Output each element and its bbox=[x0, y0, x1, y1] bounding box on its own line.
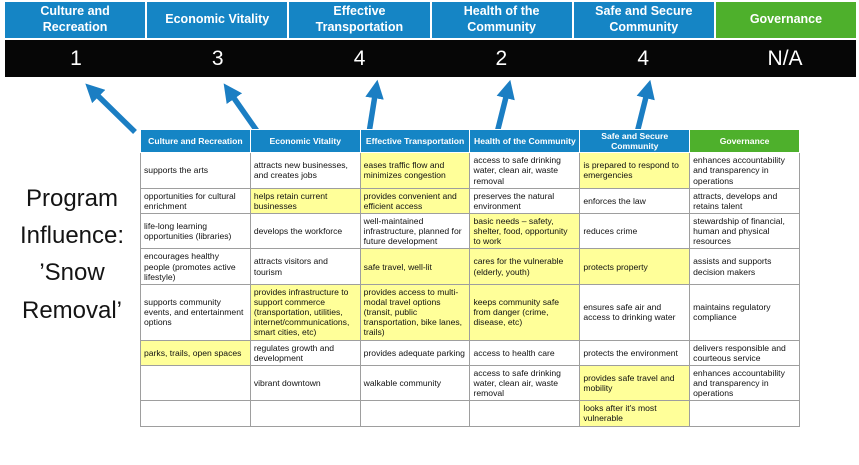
matrix-cell-r5-c3: provides access to multi-modal travel op… bbox=[359, 283, 471, 341]
matrix-cell-r5-c1: supports community events, and entertain… bbox=[140, 283, 251, 341]
score-value-1: 3 bbox=[211, 46, 224, 70]
summary-header-4: Safe and Secure Community bbox=[573, 2, 714, 38]
table-row: vibrant downtown walkable community access… bbox=[140, 364, 800, 402]
up-arrow-culture bbox=[85, 83, 137, 134]
score-value-5: N/A bbox=[767, 46, 803, 70]
score-value-3: 2 bbox=[495, 46, 508, 70]
matrix-cell-r1-c3: eases traffic flow and minimizes congest… bbox=[359, 152, 471, 189]
matrix-cell-r1-c4: access to safe drinking water, clean air… bbox=[469, 152, 581, 189]
matrix-cell-r5-c6: maintains regulatory compliance bbox=[689, 283, 800, 341]
matrix-cell-r4-c1: encourages healthy people (promotes acti… bbox=[140, 248, 251, 285]
table-row: opportunities for cultural enrichment hel… bbox=[140, 187, 800, 214]
matrix-cell-r2-c3: provides convenient and efficient access bbox=[359, 187, 471, 214]
matrix-cell-r7-c3: walkable community bbox=[359, 364, 471, 402]
summary-header-2: Effective Transportation bbox=[289, 2, 430, 38]
matrix-cell-r1-c6: enhances accountability and transparency… bbox=[689, 152, 800, 189]
table-row: looks after it's most vulnerable bbox=[140, 400, 800, 427]
matrix-cell-r8-c3 bbox=[359, 400, 471, 427]
arrows-layer bbox=[85, 79, 655, 134]
matrix-cell-r7-c4: access to safe drinking water, clean air… bbox=[469, 364, 581, 402]
matrix-column-header-2: Effective Transportation bbox=[359, 128, 471, 154]
matrix-cell-r6-c5: protects the environment bbox=[579, 339, 691, 366]
matrix-cell-r7-c1 bbox=[140, 364, 251, 402]
matrix-cell-r1-c5: is prepared to respond to emergencies bbox=[579, 152, 691, 189]
table-row: life-long learning opportunities (librar… bbox=[140, 212, 800, 250]
program-influence-label: Program Influence: ’Snow Removal’ bbox=[19, 185, 125, 324]
influence-table: Culture and Recreation Economic Vitality E… bbox=[140, 128, 800, 427]
matrix-cell-r3-c5: reduces crime bbox=[579, 212, 691, 250]
matrix-cell-r3-c1: life-long learning opportunities (librar… bbox=[140, 212, 251, 250]
matrix-cell-r5-c5: ensures safe air and access to drinking … bbox=[579, 283, 691, 341]
matrix-cell-r6-c3: provides adequate parking bbox=[359, 339, 471, 366]
matrix-column-header-4: Safe and Secure Community bbox=[579, 128, 691, 154]
matrix-cell-r5-c4: keeps community safe from danger (crime,… bbox=[469, 283, 581, 341]
summary-header-row: Culture and Recreation Economic Vitality E… bbox=[5, 2, 857, 38]
matrix-cell-r1-c2: attracts new businesses, and creates job… bbox=[249, 152, 361, 189]
matrix-cell-r4-c4: cares for the vulnerable (elderly, youth… bbox=[469, 248, 581, 285]
matrix-cell-r7-c5: provides safe travel and mobility bbox=[579, 364, 691, 402]
score-value-0: 1 bbox=[70, 46, 82, 70]
matrix-cell-r8-c5: looks after it's most vulnerable bbox=[579, 400, 691, 427]
matrix-cell-r8-c1 bbox=[140, 400, 251, 427]
matrix-cell-r1-c1: supports the arts bbox=[140, 152, 251, 189]
summary-header-3: Health of the Community bbox=[431, 2, 572, 38]
matrix-column-header-1: Economic Vitality bbox=[249, 128, 361, 154]
matrix-cell-r2-c6: attracts, develops and retains talent bbox=[689, 187, 800, 214]
table-row: supports community events, and entertain… bbox=[140, 283, 800, 341]
matrix-cell-r7-c6: enhances accountability and transparency… bbox=[689, 364, 800, 402]
matrix-cell-r2-c5: enforces the law bbox=[579, 187, 691, 214]
up-arrow-transportation bbox=[365, 79, 384, 134]
matrix-cell-r6-c1: parks, trails, open spaces bbox=[140, 339, 251, 366]
matrix-cell-r4-c6: assists and supports decision makers bbox=[689, 248, 800, 285]
matrix-cell-r5-c2: provides infrastructure to support comme… bbox=[249, 283, 361, 341]
matrix-cell-r6-c4: access to health care bbox=[469, 339, 581, 366]
score-value-4: 4 bbox=[637, 46, 650, 70]
matrix-cell-r8-c4 bbox=[469, 400, 581, 427]
summary-header-5: Governance bbox=[715, 2, 857, 38]
up-arrow-economic bbox=[223, 83, 260, 133]
matrix-header-row: Culture and Recreation Economic Vitality E… bbox=[140, 128, 800, 154]
matrix-cell-r3-c3: well-maintained infrastructure, planned … bbox=[359, 212, 471, 250]
matrix-head: Culture and Recreation Economic Vitality E… bbox=[140, 128, 800, 154]
up-arrow-safe bbox=[634, 79, 655, 134]
matrix-cell-r3-c6: stewardship of financial, human and phys… bbox=[689, 212, 800, 250]
summary-header-0: Culture and Recreation bbox=[5, 2, 146, 38]
matrix-cell-r2-c2: helps retain current businesses bbox=[249, 187, 361, 214]
summary-header-1: Economic Vitality bbox=[147, 2, 288, 38]
matrix-cell-r2-c4: preserves the natural environment bbox=[469, 187, 581, 214]
matrix-body: supports the arts attracts new businesses… bbox=[140, 152, 800, 427]
matrix-column-header-5: Governance bbox=[689, 128, 800, 154]
matrix-cell-r2-c1: opportunities for cultural enrichment bbox=[140, 187, 251, 214]
matrix-cell-r6-c6: delivers responsible and courteous servi… bbox=[689, 339, 800, 366]
matrix-cell-r3-c2: develops the workforce bbox=[249, 212, 361, 250]
matrix-column-header-3: Health of the Community bbox=[469, 128, 581, 154]
table-row: parks, trails, open spaces regulates grow… bbox=[140, 339, 800, 366]
up-arrow-health bbox=[494, 79, 515, 134]
matrix-cell-r4-c3: safe travel, well-lit bbox=[359, 248, 471, 285]
matrix-cell-r7-c2: vibrant downtown bbox=[249, 364, 361, 402]
matrix-column-header-0: Culture and Recreation bbox=[140, 128, 251, 154]
matrix-cell-r4-c5: protects property bbox=[579, 248, 691, 285]
score-row: 1 3 4 2 4 N/A bbox=[5, 40, 856, 77]
score-value-2: 4 bbox=[353, 46, 366, 70]
table-row: supports the arts attracts new businesses… bbox=[140, 152, 800, 189]
matrix-cell-r6-c2: regulates growth and development bbox=[249, 339, 361, 366]
matrix-cell-r8-c2 bbox=[249, 400, 361, 427]
table-row: encourages healthy people (promotes acti… bbox=[140, 248, 800, 285]
matrix-cell-r4-c2: attracts visitors and tourism bbox=[249, 248, 361, 285]
matrix-cell-r8-c6 bbox=[689, 400, 800, 427]
matrix-cell-r3-c4: basic needs – safety, shelter, food, opp… bbox=[469, 212, 581, 250]
